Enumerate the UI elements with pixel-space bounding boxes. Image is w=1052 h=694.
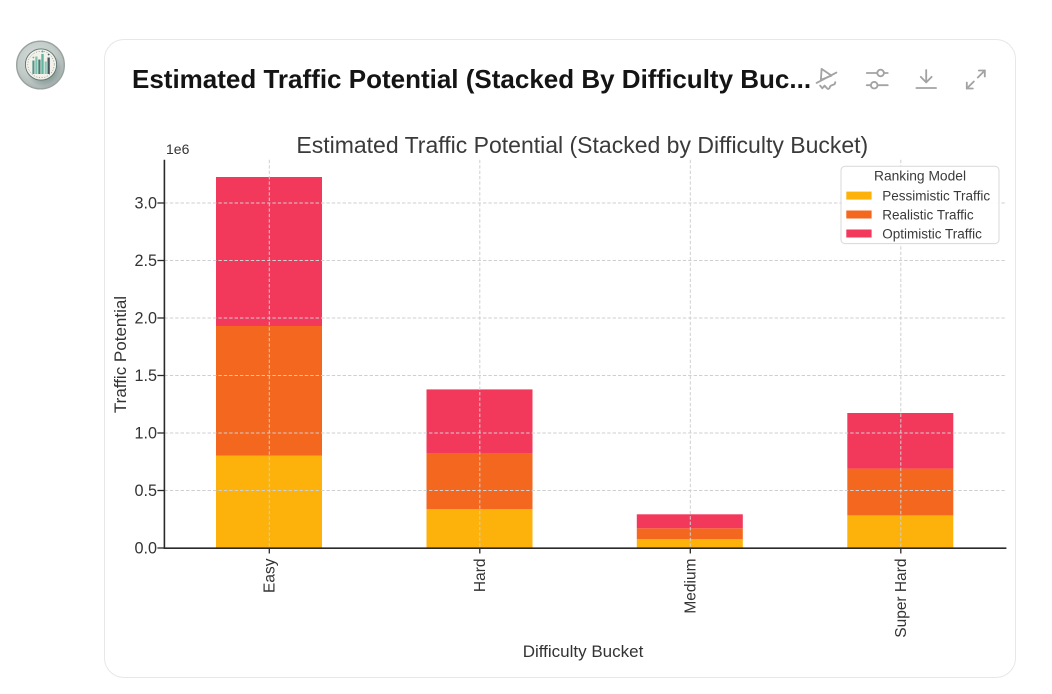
svg-text:0.5: 0.5 (134, 482, 157, 500)
svg-text:Medium: Medium (683, 559, 700, 614)
svg-text:2.0: 2.0 (134, 309, 157, 327)
svg-text:2.5: 2.5 (134, 252, 157, 270)
svg-text:3.0: 3.0 (134, 194, 157, 212)
svg-text:Easy: Easy (262, 558, 279, 593)
svg-text:Traffic Potential: Traffic Potential (111, 296, 130, 413)
svg-text:Estimated Traffic Potential (S: Estimated Traffic Potential (Stacked by … (296, 132, 868, 158)
svg-text:Realistic Traffic: Realistic Traffic (882, 207, 974, 222)
svg-text:Hard: Hard (472, 559, 489, 593)
svg-text:Pessimistic Traffic: Pessimistic Traffic (882, 188, 990, 203)
svg-text:Super Hard: Super Hard (893, 559, 910, 638)
svg-text:Difficulty Bucket: Difficulty Bucket (523, 642, 644, 661)
svg-text:0.0: 0.0 (134, 540, 157, 558)
svg-text:1e6: 1e6 (166, 141, 190, 157)
svg-text:1.0: 1.0 (134, 424, 157, 442)
svg-text:Optimistic Traffic: Optimistic Traffic (882, 226, 982, 241)
svg-text:Ranking Model: Ranking Model (874, 169, 966, 184)
svg-text:1.5: 1.5 (134, 367, 157, 385)
